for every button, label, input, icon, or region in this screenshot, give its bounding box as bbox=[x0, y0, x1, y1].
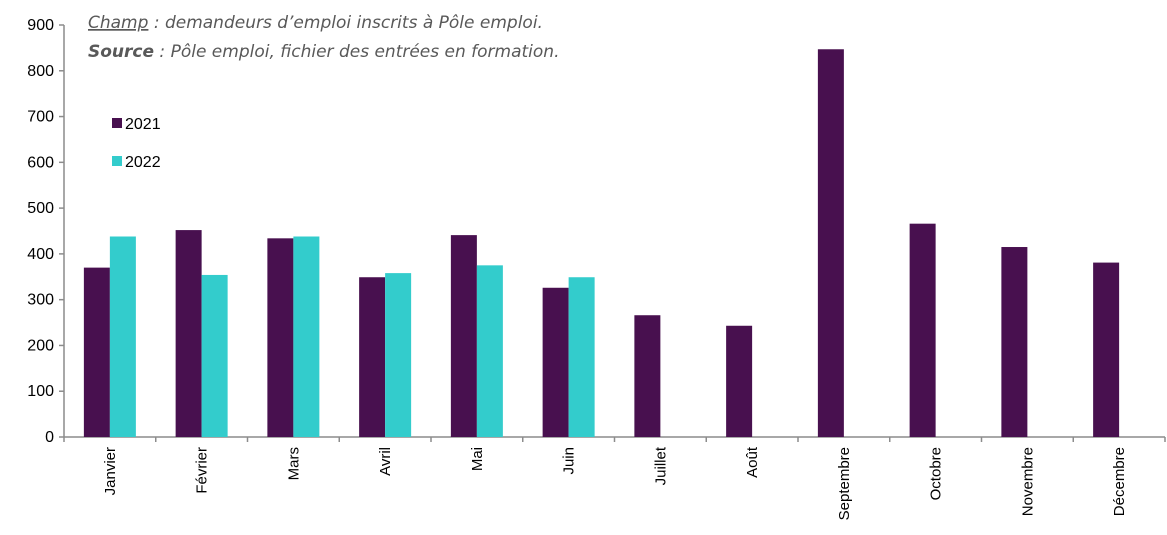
legend-label-2021: 2021 bbox=[125, 116, 161, 133]
y-tick-label: 800 bbox=[27, 63, 54, 80]
bar-2021-août bbox=[726, 325, 753, 437]
legend-label-2022: 2022 bbox=[125, 154, 161, 171]
x-axis: Janvier Février Mars Avril Mai Juin Juillet Aoû… bbox=[63, 436, 1166, 520]
bar-2021-juillet bbox=[634, 315, 661, 437]
champ-text: : demandeurs d’emploi inscrits à Pôle em… bbox=[148, 13, 543, 33]
bar-2022-avril bbox=[385, 273, 412, 437]
x-tick-label: Janvier bbox=[102, 447, 119, 495]
bar-2022-juin bbox=[568, 277, 595, 437]
notes: Champ : demandeurs d’emploi inscrits à P… bbox=[88, 13, 559, 62]
bar-2022-mai bbox=[476, 265, 503, 437]
y-tick-label: 400 bbox=[27, 246, 54, 263]
legend-swatch-2022 bbox=[112, 156, 122, 166]
x-tick-label: Août bbox=[744, 446, 761, 478]
bar-2021-mars bbox=[267, 238, 294, 437]
bar-2022-mars bbox=[293, 236, 320, 437]
x-tick-label: Octobre bbox=[928, 447, 945, 500]
y-tick-label: 100 bbox=[27, 383, 54, 400]
x-tick-label: Septembre bbox=[836, 447, 853, 520]
source-label: Source bbox=[88, 42, 154, 62]
bar-2021-octobre bbox=[909, 223, 936, 437]
bar-2022-janvier bbox=[109, 236, 136, 437]
bar-2021-septembre bbox=[817, 49, 844, 438]
x-tick-label: Juillet bbox=[652, 446, 669, 485]
y-axis: 0 100 200 300 400 500 600 700 800 900 bbox=[27, 17, 65, 446]
y-tick-label: 600 bbox=[27, 154, 54, 171]
bar-2022-février bbox=[201, 274, 228, 437]
legend-swatch-2021 bbox=[112, 118, 122, 128]
bar-2021-juin bbox=[542, 287, 569, 437]
champ-note: Champ : demandeurs d’emploi inscrits à P… bbox=[88, 13, 543, 33]
bars bbox=[83, 49, 1120, 438]
bar-2021-novembre bbox=[1001, 247, 1028, 437]
y-tick-label: 700 bbox=[27, 109, 54, 126]
x-tick-label: Mai bbox=[469, 447, 486, 471]
source-text: : Pôle emploi, fichier des entrées en fo… bbox=[154, 42, 559, 62]
y-tick-label: 900 bbox=[27, 17, 54, 34]
y-tick-label: 500 bbox=[27, 200, 54, 217]
source-note: Source : Pôle emploi, fichier des entrée… bbox=[88, 42, 559, 62]
bar-2021-janvier bbox=[83, 267, 110, 437]
bar-2021-décembre bbox=[1093, 262, 1120, 437]
x-tick-label: Juin bbox=[561, 447, 578, 475]
y-tick-label: 200 bbox=[27, 337, 54, 354]
legend: 2021 2022 bbox=[112, 116, 161, 171]
x-tick-label: Mars bbox=[285, 447, 302, 480]
y-tick-label: 0 bbox=[45, 429, 54, 446]
y-tick-label: 300 bbox=[27, 292, 54, 309]
x-tick-label: Février bbox=[194, 447, 211, 494]
bar-2021-avril bbox=[359, 277, 386, 437]
champ-label: Champ bbox=[88, 13, 149, 33]
x-tick-label: Avril bbox=[377, 447, 394, 476]
bar-2021-février bbox=[175, 230, 202, 437]
x-tick-label: Décembre bbox=[1111, 447, 1128, 516]
x-tick-label: Novembre bbox=[1019, 447, 1036, 516]
bar-2021-mai bbox=[450, 235, 477, 437]
